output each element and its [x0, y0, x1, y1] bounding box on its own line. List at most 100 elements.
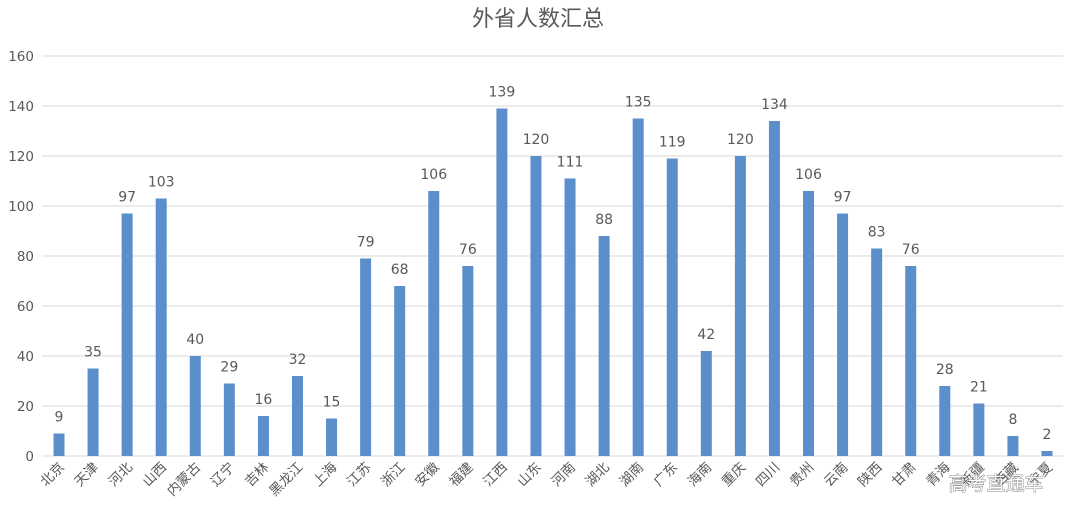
bar — [871, 248, 883, 456]
category-label: 江苏 — [344, 460, 374, 490]
category-label: 内蒙古 — [164, 460, 204, 500]
category-label: 河南 — [548, 460, 578, 490]
data-label: 15 — [323, 395, 341, 411]
data-label: 28 — [936, 362, 954, 378]
data-label: 120 — [727, 132, 754, 148]
category-label: 上海 — [310, 460, 340, 490]
bar — [53, 433, 65, 456]
bar — [973, 403, 985, 456]
bar — [121, 213, 133, 456]
y-tick-label: 80 — [17, 249, 34, 265]
data-label: 32 — [289, 352, 307, 368]
data-label: 103 — [148, 175, 175, 191]
category-label: 浙江 — [378, 460, 408, 490]
gridlines — [42, 55, 1063, 457]
bar — [428, 191, 440, 456]
category-label: 福建 — [446, 460, 476, 490]
category-label: 广东 — [651, 460, 681, 490]
category-label: 云南 — [821, 460, 851, 490]
data-label: 135 — [625, 95, 652, 111]
bar — [189, 356, 201, 456]
bar — [598, 236, 610, 456]
bar — [1007, 436, 1019, 456]
data-label: 97 — [834, 190, 852, 206]
y-tick-label: 120 — [8, 149, 34, 165]
bar — [496, 108, 508, 456]
data-label: 76 — [902, 242, 920, 258]
watermark: 高考直通车 — [948, 473, 1043, 495]
data-label: 139 — [489, 85, 516, 101]
bar — [632, 118, 644, 456]
bar — [257, 416, 269, 456]
data-label: 16 — [254, 392, 272, 408]
bar — [462, 266, 474, 456]
data-label: 79 — [357, 235, 375, 251]
data-label: 106 — [420, 167, 447, 183]
data-label: 106 — [795, 167, 822, 183]
category-label: 山西 — [140, 460, 170, 490]
data-label: 29 — [220, 360, 238, 376]
bar — [530, 156, 542, 456]
category-label: 湖南 — [617, 460, 647, 490]
data-label: 111 — [557, 155, 584, 171]
bar — [837, 213, 849, 456]
data-label: 2 — [1043, 427, 1052, 443]
data-label: 68 — [391, 262, 409, 278]
data-label: 134 — [761, 97, 788, 113]
chart-title: 外省人数汇总 — [472, 7, 604, 32]
data-label: 35 — [84, 345, 102, 361]
bar — [905, 266, 917, 456]
y-tick-label: 60 — [17, 299, 34, 315]
bar — [155, 198, 167, 456]
y-tick-label: 160 — [8, 49, 34, 65]
category-label: 河北 — [106, 459, 137, 490]
category-label: 陕西 — [855, 460, 885, 490]
y-tick-label: 140 — [8, 99, 34, 115]
data-label: 97 — [118, 190, 136, 206]
bar-series — [53, 108, 1053, 456]
y-tick-label: 20 — [17, 399, 34, 415]
data-label: 42 — [697, 327, 715, 343]
category-label: 江西 — [480, 460, 510, 490]
data-label: 40 — [186, 332, 204, 348]
bar — [394, 286, 406, 456]
bar — [939, 386, 951, 456]
category-label: 四川 — [753, 460, 783, 490]
data-label: 21 — [970, 380, 988, 396]
data-label: 8 — [1008, 412, 1017, 428]
category-label: 湖北 — [583, 459, 614, 490]
category-label: 黑龙江 — [266, 460, 306, 500]
category-label: 天津 — [71, 460, 101, 490]
category-label: 贵州 — [787, 460, 817, 490]
bar — [666, 158, 678, 456]
bar — [291, 376, 303, 456]
bar — [768, 121, 780, 456]
bar — [564, 178, 576, 456]
data-label: 76 — [459, 242, 477, 258]
y-tick-label: 0 — [25, 449, 34, 465]
bar — [87, 368, 99, 456]
bar — [326, 418, 338, 456]
y-tick-label: 40 — [17, 349, 34, 365]
bar — [1041, 451, 1053, 456]
bar — [700, 351, 712, 456]
data-labels: 9 35 97 103 40 29 16 32 15 79 68 106 76 139 120 111 88 13… — [55, 85, 1052, 444]
y-tick-label: 100 — [8, 199, 34, 215]
bar — [360, 258, 372, 456]
data-label: 120 — [523, 132, 550, 148]
data-label: 83 — [868, 225, 886, 241]
category-label: 山东 — [514, 460, 544, 490]
data-label: 119 — [659, 135, 686, 151]
y-axis-ticks: 0 20 40 60 80 100 120 140 160 — [8, 49, 34, 465]
bar — [734, 156, 746, 456]
data-label: 88 — [595, 212, 613, 228]
category-label: 辽宁 — [207, 459, 238, 490]
category-label: 海南 — [685, 460, 715, 490]
category-label: 安徽 — [412, 459, 443, 490]
bar — [803, 191, 815, 456]
data-label: 9 — [55, 410, 64, 426]
category-label: 重庆 — [719, 460, 749, 490]
bar — [223, 383, 235, 456]
